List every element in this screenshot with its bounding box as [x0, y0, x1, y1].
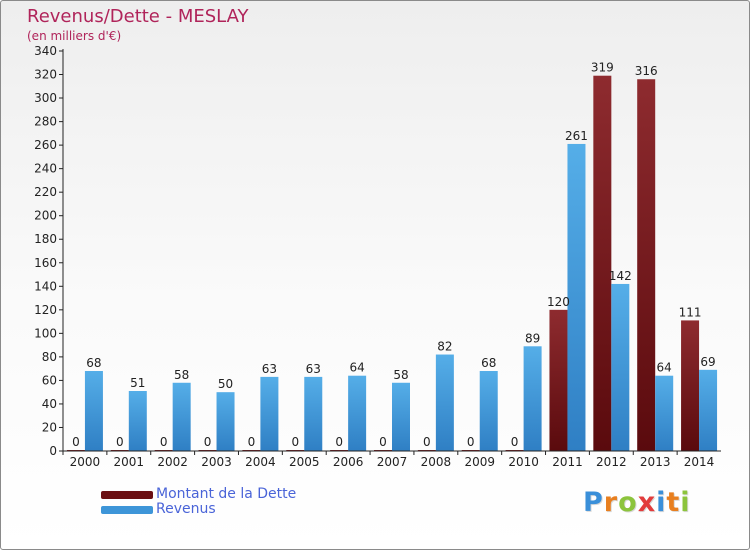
data-label-revenus: 51: [130, 376, 145, 390]
data-label-revenus: 64: [349, 361, 364, 375]
legend-label-revenus: Revenus: [156, 501, 216, 517]
data-label-dette: 316: [635, 64, 658, 78]
data-label-revenus: 58: [174, 368, 189, 382]
bar-dette: [637, 79, 656, 451]
data-label-dette: 111: [679, 305, 702, 319]
data-label-dette: 0: [379, 435, 387, 449]
bar-revenus: [84, 371, 103, 451]
legend-swatch-dette: [101, 491, 153, 499]
legend-label-dette: Montant de la Dette: [156, 486, 297, 502]
y-tick-label: 160: [34, 256, 57, 270]
data-label-revenus: 142: [609, 269, 632, 283]
bar-revenus: [304, 376, 323, 451]
x-tick-label: 2000: [70, 455, 101, 469]
legend-swatch-revenus: [101, 506, 153, 514]
data-label-dette: 0: [423, 435, 431, 449]
chart-subtitle: (en milliers d'€): [27, 29, 122, 43]
data-label-revenus: 68: [481, 356, 496, 370]
bar-revenus: [523, 346, 542, 451]
y-tick-label: 280: [34, 115, 57, 129]
data-label-dette: 120: [547, 295, 570, 309]
data-label-revenus: 64: [657, 361, 672, 375]
y-tick-label: 0: [49, 444, 57, 458]
data-label-revenus: 69: [700, 355, 715, 369]
y-tick-label: 20: [42, 420, 57, 434]
bar-revenus: [479, 371, 498, 451]
data-label-dette: 0: [116, 435, 124, 449]
data-label-revenus: 58: [393, 368, 408, 382]
y-tick-label: 80: [42, 350, 57, 364]
bar-revenus: [216, 392, 235, 451]
y-tick-label: 200: [34, 209, 57, 223]
bar-revenus: [435, 354, 454, 451]
y-tick-label: 40: [42, 397, 57, 411]
y-tick-label: 240: [34, 162, 57, 176]
bar-dette: [681, 320, 700, 451]
data-label-dette: 0: [160, 435, 168, 449]
data-label-dette: 0: [72, 435, 80, 449]
x-tick-label: 2012: [596, 455, 627, 469]
data-label-revenus: 63: [306, 362, 321, 376]
x-tick-label: 2006: [333, 455, 364, 469]
chart-title: Revenus/Dette - MESLAY: [27, 6, 249, 27]
data-label-dette: 0: [467, 435, 475, 449]
bar-revenus: [567, 143, 586, 452]
bar-revenus: [611, 283, 630, 451]
y-tick-label: 340: [34, 44, 57, 58]
bar-revenus: [172, 382, 191, 451]
data-label-revenus: 89: [525, 331, 540, 345]
data-label-dette: 0: [204, 435, 212, 449]
x-tick-label: 2004: [245, 455, 276, 469]
x-tick-label: 2005: [289, 455, 320, 469]
x-tick-label: 2010: [508, 455, 539, 469]
x-tick-label: 2008: [421, 455, 452, 469]
x-tick-label: 2013: [640, 455, 671, 469]
x-tick-label: 2011: [552, 455, 583, 469]
bar-dette: [593, 75, 612, 452]
y-tick-label: 300: [34, 91, 57, 105]
x-tick-label: 2014: [684, 455, 715, 469]
bar-revenus: [699, 369, 718, 451]
y-tick-label: 140: [34, 279, 57, 293]
bar-revenus: [392, 382, 410, 451]
y-tick-label: 180: [34, 232, 57, 246]
y-tick-label: 120: [34, 303, 57, 317]
data-label-revenus: 63: [262, 362, 277, 376]
x-tick-label: 2007: [377, 455, 408, 469]
data-label-dette: 319: [591, 61, 614, 75]
proxiti-logo: Proxiti: [583, 487, 691, 518]
data-label-revenus: 82: [437, 340, 452, 354]
data-label-dette: 0: [248, 435, 256, 449]
y-tick-label: 220: [34, 185, 57, 199]
bar-revenus: [128, 391, 147, 451]
bar-revenus: [260, 376, 279, 451]
bar-revenus: [655, 375, 674, 451]
x-tick-label: 2002: [157, 455, 188, 469]
y-tick-label: 100: [34, 326, 57, 340]
bar-revenus: [348, 375, 367, 451]
data-label-dette: 0: [335, 435, 343, 449]
y-tick-label: 60: [42, 373, 57, 387]
bar-dette: [549, 309, 568, 451]
data-label-revenus: 50: [218, 377, 233, 391]
y-tick-label: 260: [34, 138, 57, 152]
x-tick-label: 2003: [201, 455, 232, 469]
data-label-dette: 0: [291, 435, 299, 449]
x-tick-label: 2009: [464, 455, 495, 469]
y-tick-label: 320: [34, 68, 57, 82]
x-tick-label: 2001: [114, 455, 145, 469]
data-label-revenus: 261: [565, 129, 588, 143]
data-label-revenus: 68: [86, 356, 101, 370]
data-label-dette: 0: [511, 435, 519, 449]
